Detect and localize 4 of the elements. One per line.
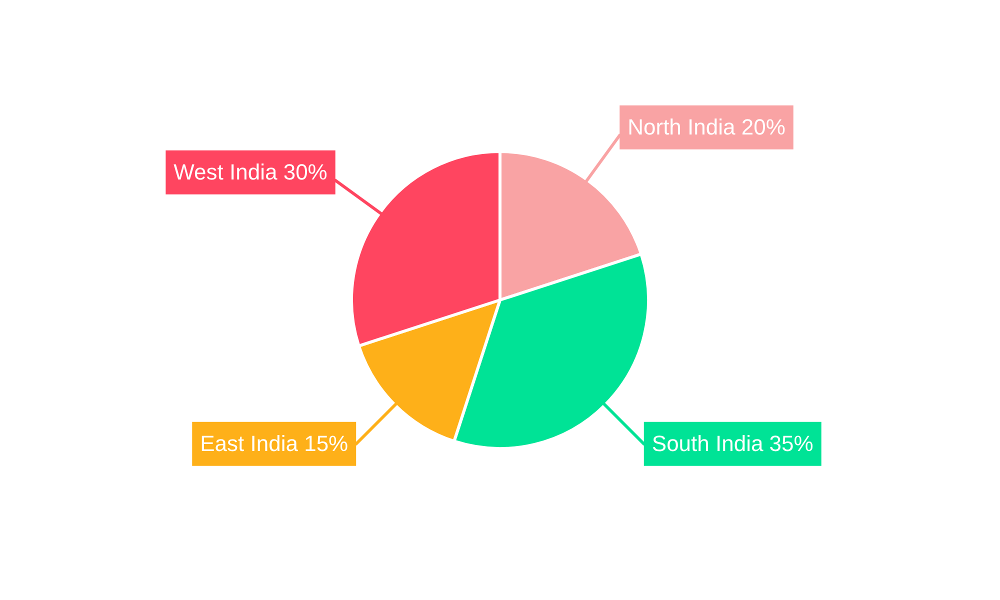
slice-label: South India 35% bbox=[652, 430, 814, 456]
slice-label: East India 15% bbox=[200, 430, 348, 456]
slice-label: West India 30% bbox=[174, 159, 328, 184]
slice-label: North India 20% bbox=[628, 114, 786, 140]
